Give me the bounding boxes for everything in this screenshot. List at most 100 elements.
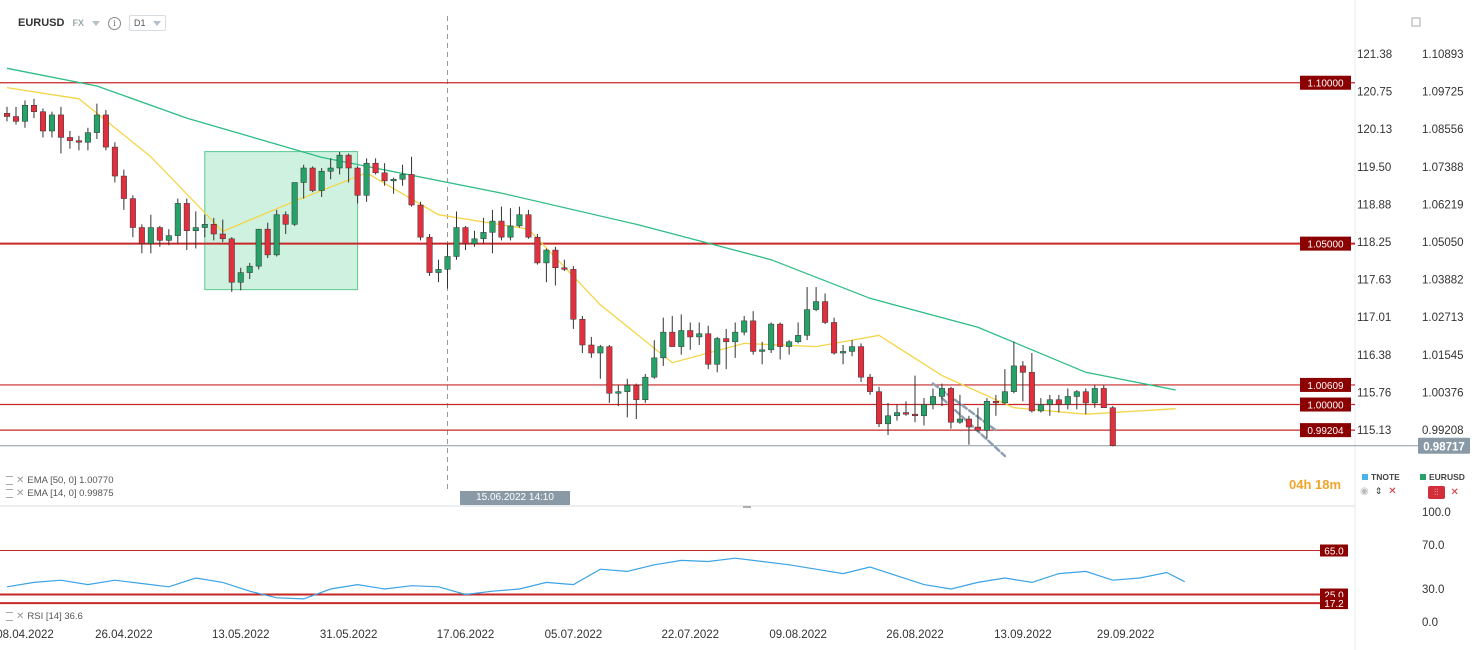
candle-body	[345, 154, 352, 169]
candle-body	[687, 330, 694, 338]
candle	[1010, 341, 1017, 394]
chart-type-button[interactable]: ⫶⫶	[1428, 486, 1445, 499]
candle-body	[929, 396, 936, 405]
y-tick-label-eurusd: 1.08556	[1422, 124, 1464, 136]
candle	[588, 336, 595, 358]
candle-body	[264, 228, 271, 256]
candle-body	[696, 333, 703, 338]
tnote-controls: ◉ ⇕ ✕	[1360, 486, 1397, 497]
candle-body	[336, 154, 343, 169]
timeframe-select[interactable]: D1	[128, 15, 167, 31]
candle	[147, 214, 154, 254]
move-arrows-icon[interactable]: ⇕	[1374, 486, 1383, 496]
candle-body	[354, 167, 361, 196]
candle	[795, 322, 802, 344]
candle-body	[1055, 399, 1062, 405]
candle	[597, 344, 604, 379]
candle	[318, 168, 325, 197]
settings-icon[interactable]	[6, 489, 13, 498]
chevron-down-icon[interactable]	[91, 20, 100, 26]
candle-body	[759, 349, 766, 352]
candle-body	[813, 301, 820, 310]
y-tick-label-eurusd: 1.01545	[1422, 350, 1464, 362]
candle-body	[1001, 391, 1008, 404]
maximize-icon[interactable]	[1411, 17, 1421, 27]
candle	[678, 314, 685, 355]
close-icon[interactable]: ✕	[16, 488, 25, 499]
candle	[1055, 394, 1062, 413]
candle-body	[120, 175, 127, 199]
level-label-bg	[1300, 75, 1351, 90]
candle	[983, 398, 990, 439]
candle-body	[219, 233, 226, 240]
x-tick-label: 29.09.2022	[1097, 629, 1155, 641]
candle	[1091, 385, 1098, 408]
candle	[696, 322, 703, 345]
candle	[39, 108, 46, 138]
symbol-label[interactable]: EURUSD	[18, 17, 65, 29]
candle	[669, 316, 676, 347]
candle-body	[525, 214, 532, 238]
candle	[615, 385, 622, 407]
candle	[444, 243, 451, 289]
candle-body	[417, 204, 424, 238]
candle-body	[1064, 396, 1071, 405]
close-icon[interactable]: ✕	[1388, 486, 1397, 497]
candle-timer: 04h 18m	[1289, 477, 1342, 492]
level-label: 1.10000	[1307, 79, 1344, 90]
rsi-level-label: 17.2	[1324, 599, 1344, 610]
candle	[813, 287, 820, 312]
candle	[408, 156, 415, 207]
candle-body	[12, 116, 19, 122]
candle-body	[93, 114, 100, 133]
candle	[165, 229, 172, 246]
candle-body	[282, 214, 289, 225]
candle	[1046, 394, 1053, 416]
legend-tnote[interactable]: TNOTE	[1362, 472, 1400, 482]
candle-body	[705, 333, 712, 365]
candle	[21, 100, 28, 128]
close-icon[interactable]: ✕	[16, 475, 25, 486]
candle	[498, 206, 505, 241]
indicator-rsi[interactable]: ✕ RSI [14] 36.6	[6, 611, 83, 622]
y-tick-label-tnote: 118.88	[1357, 199, 1391, 211]
close-icon[interactable]: ✕	[16, 611, 25, 622]
candle	[255, 228, 262, 270]
candle-body	[1109, 407, 1116, 446]
legend-eurusd-label: EURUSD	[1429, 472, 1465, 482]
settings-icon[interactable]	[6, 476, 13, 485]
candle-body	[947, 388, 954, 423]
y-tick-label-tnote: 117.01	[1357, 312, 1391, 324]
candle	[822, 293, 829, 325]
candle-body	[651, 357, 658, 378]
candle	[894, 404, 901, 421]
candle	[642, 373, 649, 403]
close-icon[interactable]: ✕	[1450, 487, 1459, 498]
candle	[1037, 398, 1044, 413]
settings-icon[interactable]	[6, 612, 13, 621]
candle-body	[372, 162, 379, 174]
y-tick-label-tnote: 115.13	[1357, 425, 1391, 437]
candle-body	[615, 391, 622, 394]
candle-body	[1010, 365, 1017, 392]
eye-icon[interactable]: ◉	[1360, 486, 1369, 497]
candle-body	[363, 162, 370, 196]
info-icon[interactable]: i	[107, 16, 121, 30]
candle	[1100, 385, 1107, 408]
candle	[435, 259, 442, 283]
candle-body	[498, 220, 505, 238]
candle	[66, 131, 73, 149]
candle-body	[318, 170, 325, 191]
candle-body	[867, 376, 874, 392]
candle	[273, 209, 280, 257]
candle-body	[804, 309, 811, 336]
candle	[777, 322, 784, 360]
rsi-y-tick-label: 70.0	[1422, 540, 1444, 552]
indicator-ema14[interactable]: ✕ EMA [14, 0] 0.99875	[6, 488, 113, 499]
candle-body	[606, 346, 613, 394]
indicator-ema50-label: EMA [50, 0] 1.00770	[27, 475, 114, 486]
legend-eurusd[interactable]: EURUSD	[1420, 472, 1465, 482]
candle	[282, 211, 289, 234]
indicator-ema50[interactable]: ✕ EMA [50, 0] 1.00770	[6, 475, 113, 486]
